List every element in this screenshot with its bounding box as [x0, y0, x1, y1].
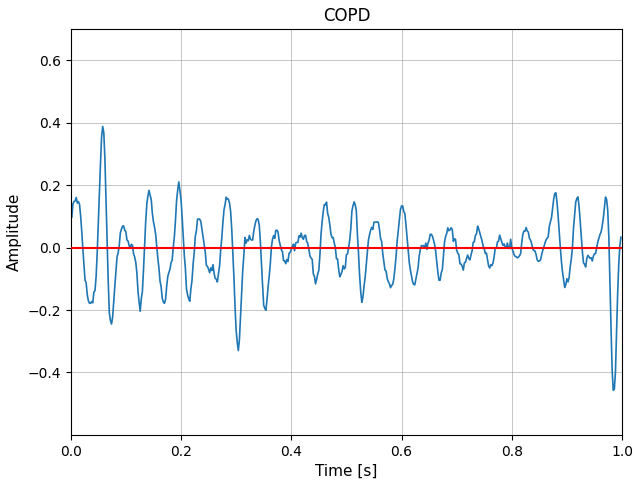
X-axis label: Time [s]: Time [s]	[316, 464, 378, 479]
Title: COPD: COPD	[323, 7, 370, 25]
Y-axis label: Amplitude: Amplitude	[7, 193, 22, 271]
